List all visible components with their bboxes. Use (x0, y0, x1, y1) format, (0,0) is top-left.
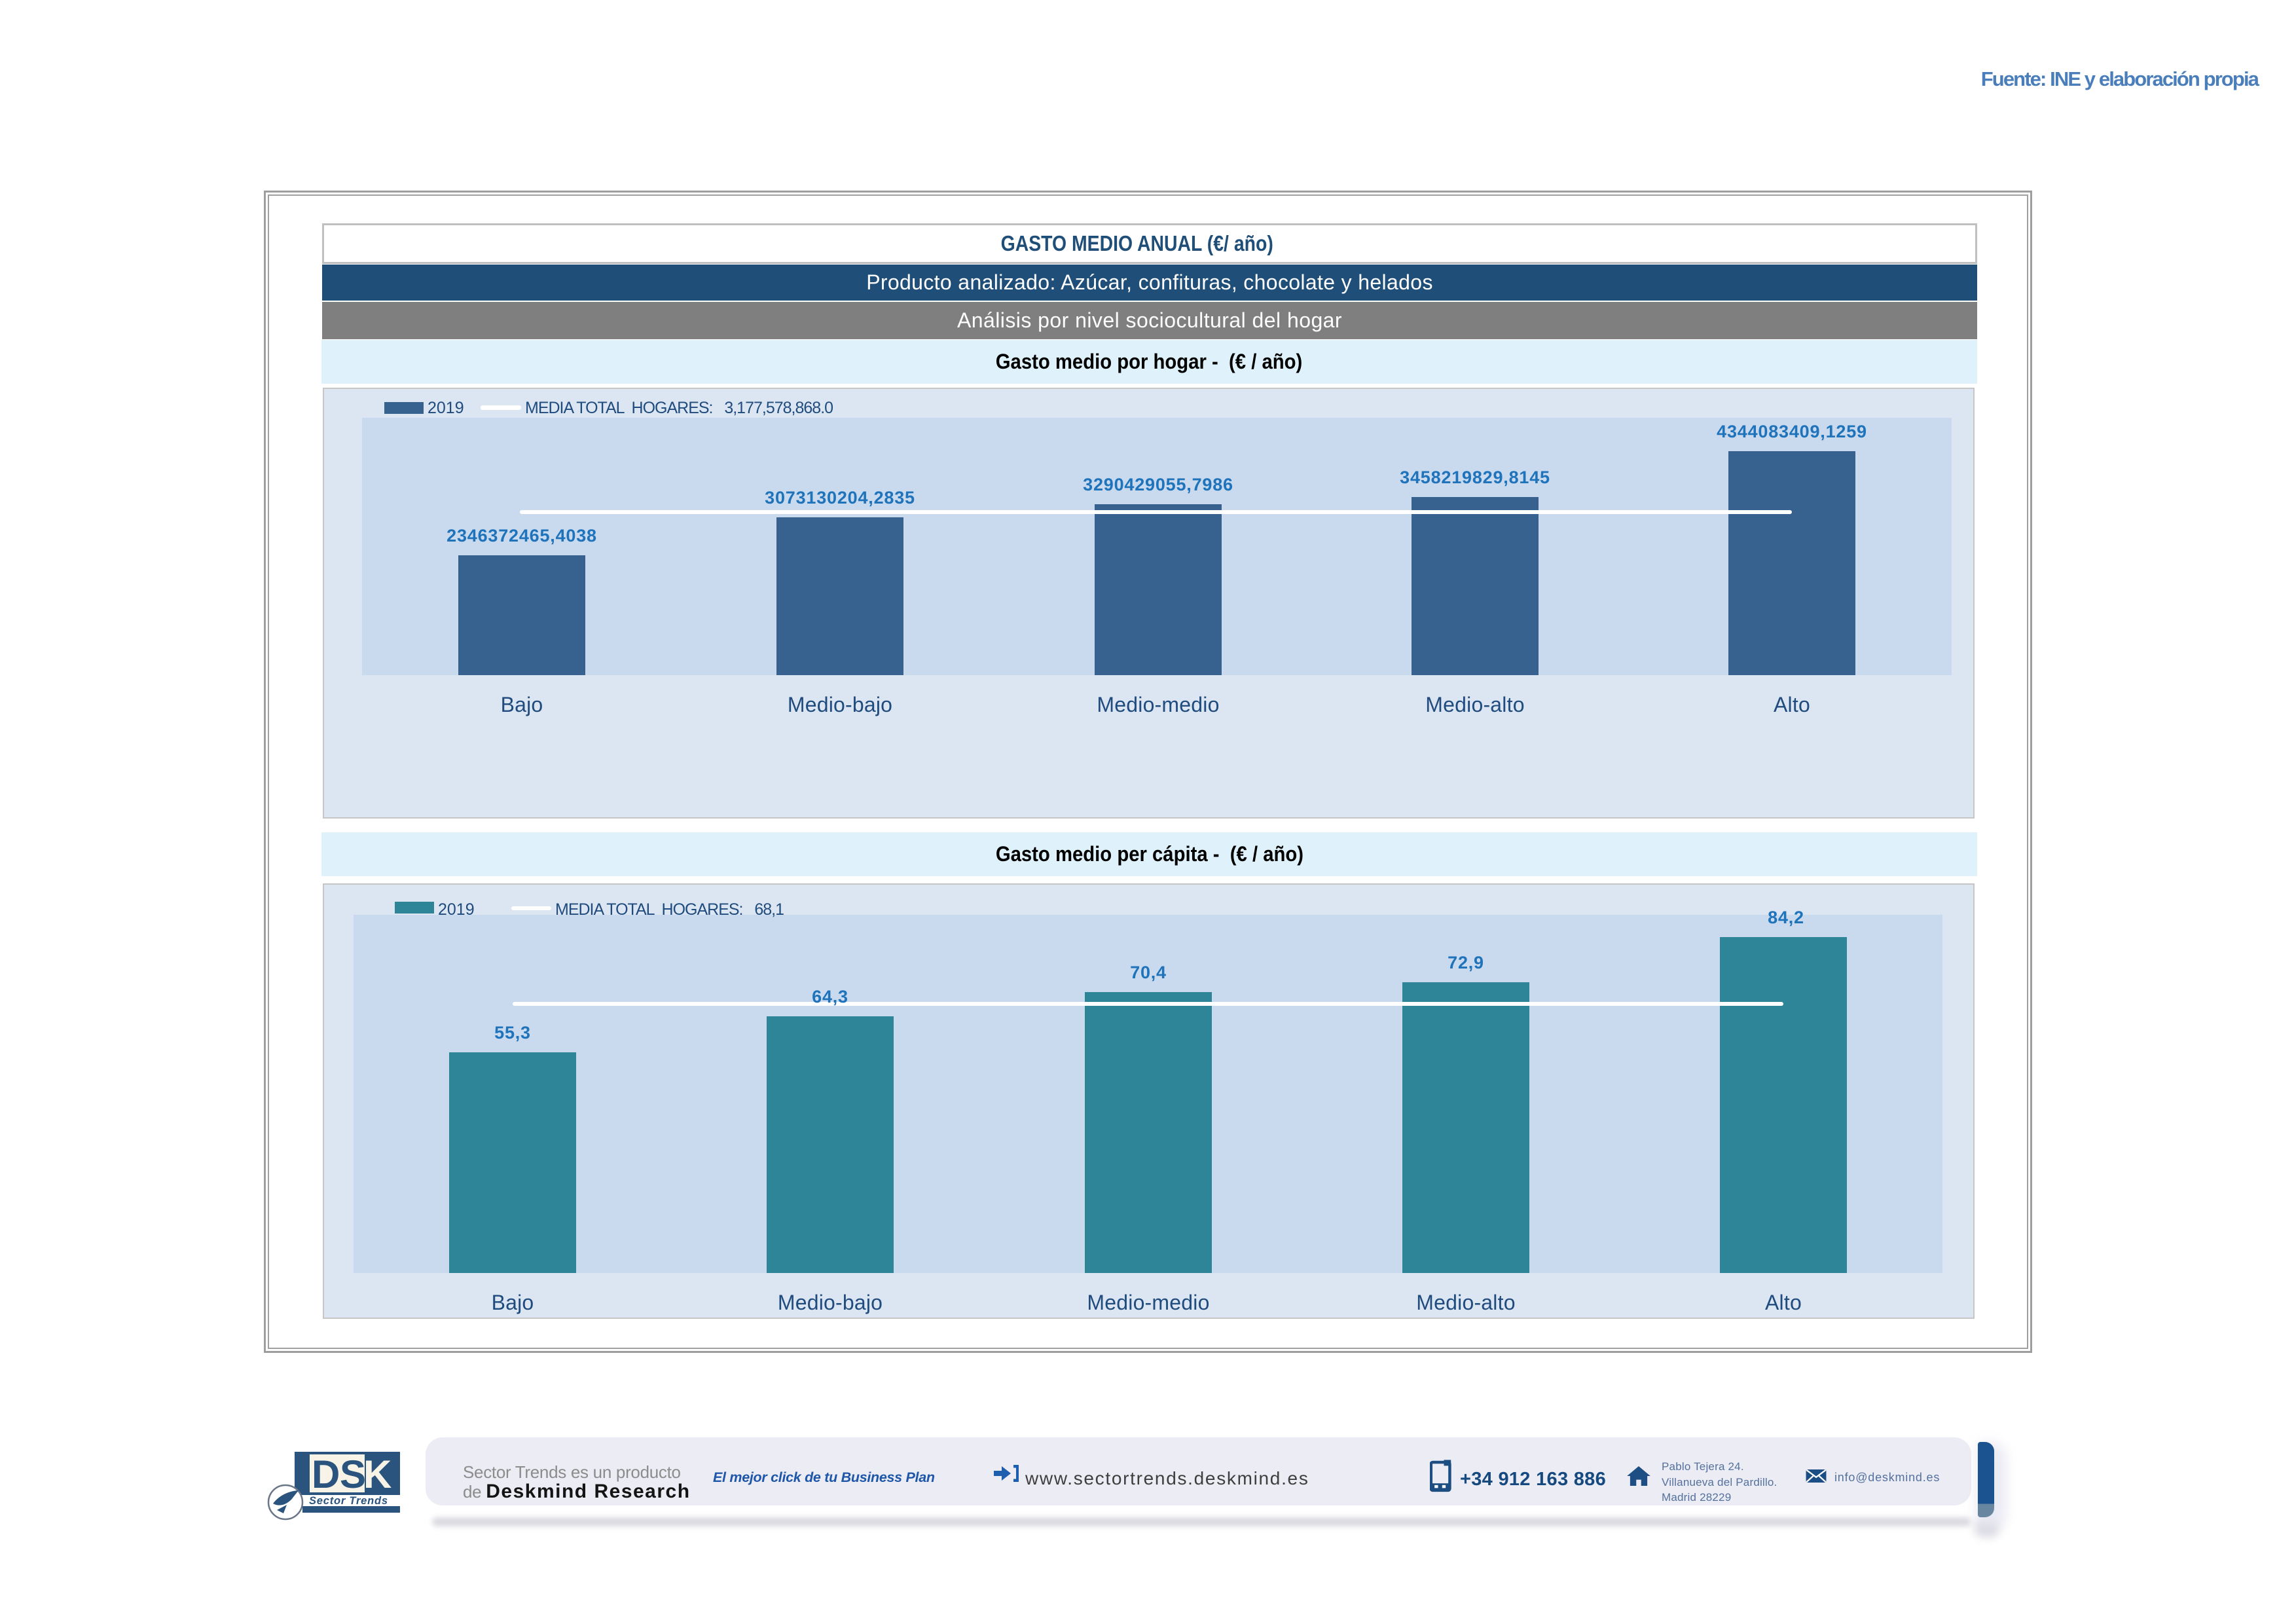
svg-text:S: S (340, 1452, 366, 1496)
svg-text:K: K (363, 1452, 392, 1496)
svg-text:D: D (312, 1452, 340, 1496)
svg-text:Sector Trends: Sector Trends (309, 1495, 388, 1507)
